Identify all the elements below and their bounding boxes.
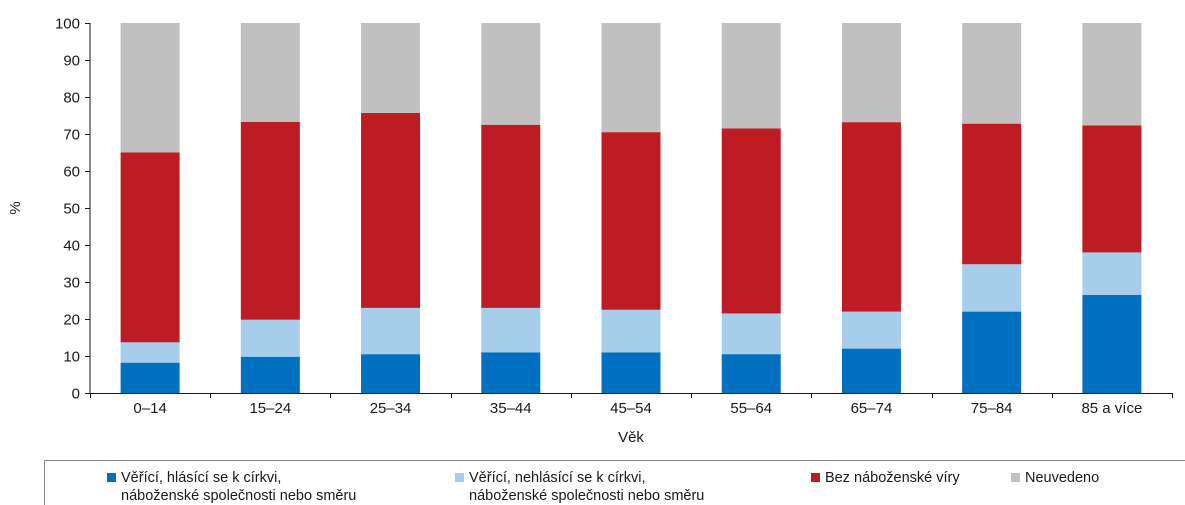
x-tick-label: 25–34: [370, 400, 412, 417]
bar-segment-series-1: [120, 342, 180, 363]
legend-swatch: [107, 473, 116, 482]
bar-segment-series-2: [601, 132, 661, 310]
legend-label: Věřící, hlásící se k církvi, náboženské …: [121, 470, 357, 504]
bar-segment-series-2: [962, 123, 1022, 265]
y-tick-label: 10: [63, 349, 80, 366]
bar-segment-series-0: [1082, 294, 1142, 393]
bar-segment-series-3: [601, 23, 661, 133]
bar-segment-series-0: [721, 354, 781, 393]
bar-segment-series-1: [962, 264, 1022, 312]
y-tick-label: 100: [55, 16, 80, 33]
x-tick-label: 35–44: [490, 400, 532, 417]
x-tick-label: 75–84: [971, 400, 1013, 417]
x-tick-label: 55–64: [730, 400, 772, 417]
x-tick-label: 45–54: [610, 400, 652, 417]
bar-segment-series-1: [721, 313, 781, 355]
y-tick-label: 70: [63, 127, 80, 144]
y-tick-label: 60: [63, 164, 80, 181]
bar-segment-series-0: [361, 354, 421, 393]
bar-segment-series-3: [361, 23, 421, 113]
y-ticks-group: 0 10 20 30 40 50 60 70 80 90 100: [55, 16, 90, 403]
bar-segment-series-3: [841, 23, 901, 123]
bar-segment-series-2: [841, 122, 901, 312]
x-tick-label: 85 a více: [1081, 400, 1142, 417]
legend-label: Věřící, nehlásící se k církvi, nábožensk…: [469, 470, 705, 504]
x-ticks-group: 0–14 15–24 25–34 35–44 45–54 55–64 65–74 75–84 8…: [90, 393, 1173, 417]
bar-segment-series-3: [240, 23, 300, 122]
bar-segment-series-2: [721, 128, 781, 314]
y-tick-label: 80: [63, 90, 80, 107]
y-tick-label: 40: [63, 238, 80, 255]
bar-segment-series-2: [361, 112, 421, 308]
y-tick-label: 50: [63, 201, 80, 218]
bar-segment-series-0: [240, 356, 300, 393]
legend-label: Bez náboženské víry: [825, 470, 960, 486]
bar-segment-series-3: [120, 23, 180, 153]
y-tick-label: 0: [72, 386, 80, 403]
bar-segment-series-0: [962, 311, 1022, 393]
bar-segment-series-2: [1082, 125, 1142, 253]
legend-swatch: [455, 473, 464, 482]
stacked-bar-chart: 0 10 20 30 40 50 60 70 80 90 100 0–14 15–24 25–34 35–…: [7, 16, 1173, 446]
y-tick-label: 20: [63, 312, 80, 329]
bar-segment-series-1: [601, 309, 661, 353]
bar-segment-series-3: [721, 23, 781, 129]
bar-segment-series-3: [1082, 23, 1142, 126]
bar-segment-series-1: [240, 319, 300, 357]
bar-segment-series-2: [120, 152, 180, 343]
bar-segment-series-0: [841, 348, 901, 393]
bars-group: [120, 23, 1142, 393]
bar-segment-series-1: [1082, 252, 1142, 295]
legend: Věřící, hlásící se k církvi, náboženské …: [44, 460, 1185, 505]
legend-swatch: [1011, 473, 1020, 482]
x-tick-label: 0–14: [133, 400, 166, 417]
legend-label: Neuvedeno: [1025, 470, 1100, 486]
x-tick-label: 15–24: [249, 400, 291, 417]
y-axis-label: %: [7, 201, 24, 214]
x-tick-label: 65–74: [851, 400, 893, 417]
y-tick-label: 30: [63, 275, 80, 292]
legend-swatch: [811, 473, 820, 482]
bar-segment-series-3: [481, 23, 541, 125]
bar-segment-series-0: [481, 352, 541, 393]
bar-segment-series-0: [601, 352, 661, 393]
bar-segment-series-2: [481, 124, 541, 308]
bar-segment-series-1: [841, 311, 901, 349]
bar-segment-series-3: [962, 23, 1022, 124]
bar-segment-series-1: [481, 307, 541, 353]
bar-segment-series-2: [240, 121, 300, 320]
y-tick-label: 90: [63, 53, 80, 70]
bar-segment-series-0: [120, 362, 180, 393]
x-axis-label: Věk: [618, 429, 644, 446]
bar-segment-series-1: [361, 307, 421, 355]
